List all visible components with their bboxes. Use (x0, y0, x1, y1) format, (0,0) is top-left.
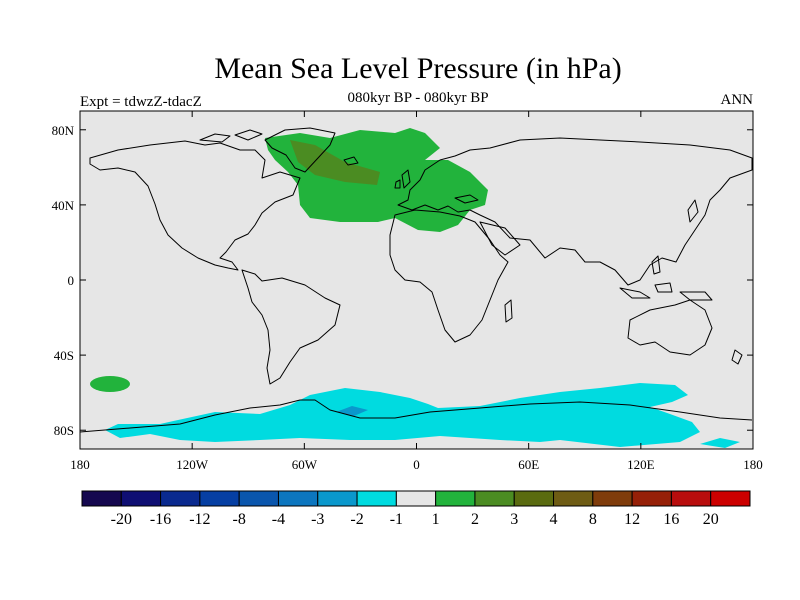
colorbar-swatch (631, 490, 672, 507)
y-tick-label: 40N (52, 198, 75, 213)
colorbar-label: -2 (350, 511, 363, 528)
colorbar-label: -3 (311, 511, 324, 528)
colorbar-label: 2 (471, 511, 479, 528)
colorbar-swatch (160, 490, 201, 507)
colorbar-swatch (238, 490, 279, 507)
colorbar-label: -20 (111, 511, 132, 528)
colorbar-swatch (356, 490, 397, 507)
axis-ticks (79, 111, 754, 449)
positive-anomaly-south-pacific (90, 376, 130, 392)
colorbar-swatch (592, 490, 633, 507)
colorbar-swatch (474, 490, 515, 507)
x-tick-labels: 180 120W 60W 0 60E 120E 180 (70, 457, 763, 472)
y-tick-labels: 80N 40N 0 40S 80S (52, 123, 75, 438)
colorbar-swatch (513, 490, 555, 507)
negative-anomaly-small-southeast (700, 438, 740, 448)
coastlines (80, 127, 753, 433)
x-tick-label: 60W (292, 457, 318, 472)
x-tick-label: 120W (176, 457, 209, 472)
colorbar-swatch (199, 490, 240, 507)
colorbar (81, 490, 751, 507)
colorbar-label: 4 (550, 511, 558, 528)
y-tick-label: 40S (54, 348, 74, 363)
colorbar-swatch (395, 490, 437, 507)
colorbar-swatch (553, 490, 594, 507)
experiment-label: Expt = tdwzZ-tdacZ (80, 94, 202, 110)
y-tick-label: 80N (52, 123, 75, 138)
season-label: ANN (720, 92, 754, 108)
subtitle: 080kyr BP - 080kyr BP (347, 90, 489, 106)
positive-anomaly-core (290, 140, 380, 185)
colorbar-label: 12 (624, 511, 640, 528)
x-tick-label: 120E (627, 457, 655, 472)
colorbar-swatch (81, 490, 122, 507)
colorbar-swatch (710, 490, 751, 507)
colorbar-label: 1 (432, 511, 440, 528)
colorbar-swatch (317, 490, 358, 507)
colorbar-swatch (120, 490, 162, 507)
y-tick-label: 0 (68, 273, 75, 288)
colorbar-label: 16 (663, 511, 679, 528)
colorbar-label: -12 (189, 511, 210, 528)
colorbar-swatch (435, 490, 476, 507)
colorbar-label: 20 (703, 511, 719, 528)
x-tick-label: 60E (518, 457, 539, 472)
page-title: Mean Sea Level Pressure (in hPa) (214, 52, 622, 85)
colorbar-label: -16 (150, 511, 171, 528)
x-tick-label: 180 (743, 457, 763, 472)
anomaly-fields (80, 127, 753, 448)
colorbar-label: -8 (233, 511, 246, 528)
colorbar-labels: -20 -16 -12 -8 -4 -3 -2 -1 1 2 3 4 8 12 16 20 (111, 511, 719, 528)
y-tick-label: 80S (54, 423, 74, 438)
colorbar-label: 8 (589, 511, 597, 528)
x-tick-label: 180 (70, 457, 90, 472)
colorbar-label: 3 (510, 511, 518, 528)
x-tick-label: 0 (413, 457, 420, 472)
colorbar-label: -1 (390, 511, 403, 528)
colorbar-swatch (670, 490, 712, 507)
colorbar-label: -4 (272, 511, 285, 528)
colorbar-swatch (277, 490, 319, 507)
negative-anomaly-southern-ocean (105, 383, 700, 447)
